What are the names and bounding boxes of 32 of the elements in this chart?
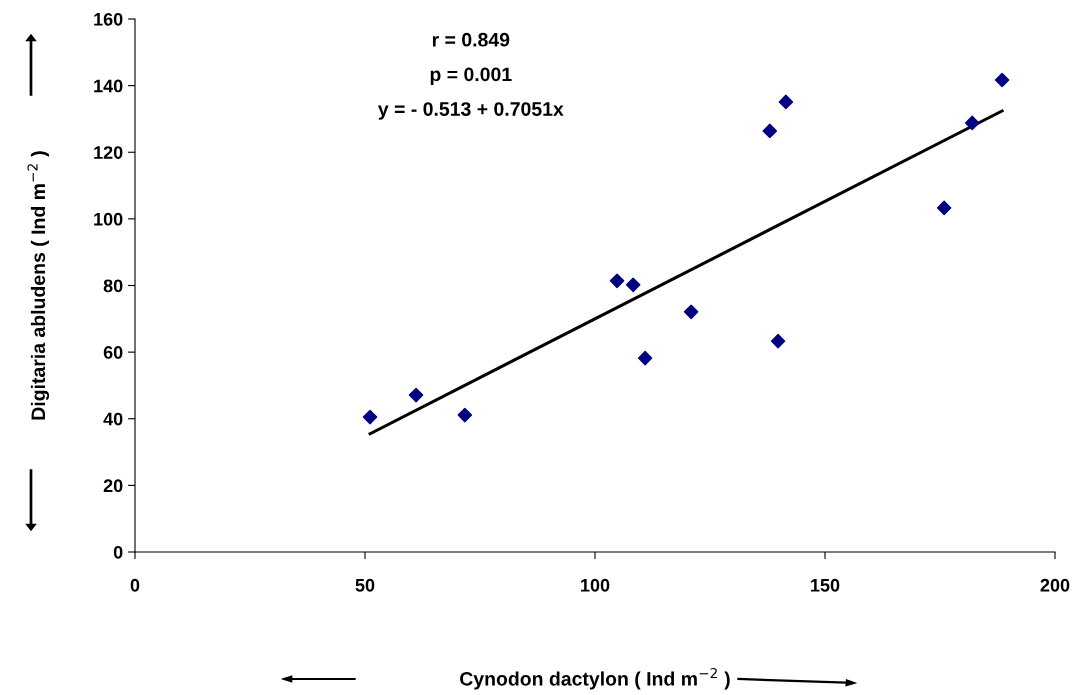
y-tick-label: 140 bbox=[94, 79, 123, 93]
y-axis-title: Digitaria abludens ( Ind m$^{−2}$ ) bbox=[27, 151, 50, 420]
point bbox=[637, 350, 653, 366]
point bbox=[994, 72, 1010, 88]
x-tick-label: 0 bbox=[130, 578, 140, 592]
point bbox=[683, 304, 699, 320]
x-tick-label: 50 bbox=[355, 578, 375, 592]
x-tick-label: 200 bbox=[1040, 578, 1070, 592]
y-tick-label: 120 bbox=[94, 146, 123, 159]
point bbox=[408, 387, 424, 403]
x-tick-label: 150 bbox=[811, 578, 840, 592]
y-tick-label: 80 bbox=[103, 279, 123, 293]
point bbox=[770, 333, 786, 349]
y-tick-label: 100 bbox=[94, 212, 123, 226]
y-tick-label: 60 bbox=[103, 346, 123, 359]
x-axis-title: Cynodon dactylon ( Ind m$^{−2}$ ) bbox=[460, 667, 730, 690]
point bbox=[457, 407, 473, 423]
y-tick-label: 0 bbox=[113, 545, 123, 559]
point bbox=[778, 94, 794, 110]
y-tick-label: 40 bbox=[103, 412, 123, 426]
point bbox=[936, 200, 952, 216]
point bbox=[762, 123, 778, 139]
y-tick-label: 20 bbox=[103, 479, 123, 493]
point bbox=[964, 115, 980, 131]
annotation: r = 0.849 bbox=[432, 32, 510, 47]
point bbox=[362, 409, 378, 425]
point bbox=[625, 277, 641, 293]
annotation: p = 0.001 bbox=[430, 67, 512, 86]
point bbox=[609, 273, 625, 289]
y-tick-label: 160 bbox=[94, 12, 123, 26]
annotation: y = - 0.513 + 0.7051x bbox=[377, 102, 564, 120]
x-tick-label: 100 bbox=[581, 578, 610, 592]
